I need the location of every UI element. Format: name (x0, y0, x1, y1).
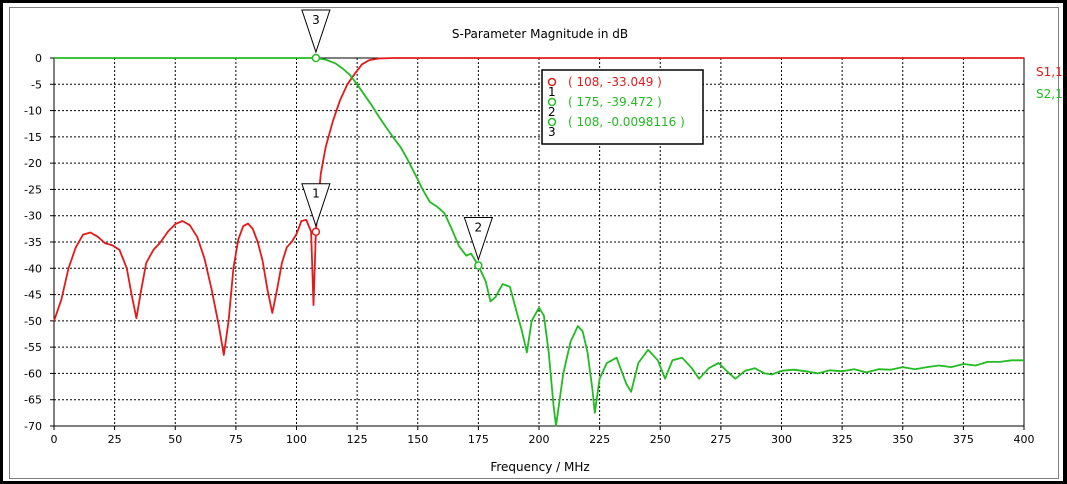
x-tick-label: 100 (286, 433, 307, 446)
x-tick-label: 200 (529, 433, 550, 446)
marker-point-2 (474, 261, 483, 270)
x-tick-label: 125 (347, 433, 368, 446)
y-tick-label: 0 (35, 52, 42, 65)
y-tick-label: -70 (24, 420, 42, 433)
readout-value-3: ( 108, -0.0098116 ) (568, 115, 685, 129)
x-tick-label: 250 (650, 433, 671, 446)
y-tick-label: -5 (31, 78, 42, 91)
readout-marker-id-2: 2 (548, 105, 556, 119)
readout-marker-icon-3 (547, 117, 557, 127)
readout-marker-id-3: 3 (548, 125, 556, 139)
x-tick-label: 375 (953, 433, 974, 446)
legend-entry-s21: S2,1 (1036, 87, 1063, 101)
series-group (53, 57, 1024, 427)
chart-title: S-Parameter Magnitude in dB (452, 27, 628, 41)
x-tick-label: 50 (168, 433, 182, 446)
y-tick-label: -55 (24, 341, 42, 354)
x-tick-label: 325 (832, 433, 853, 446)
grid-lines (54, 58, 1024, 426)
y-tick-label: -40 (24, 262, 42, 275)
marker-flag-label-1: 1 (312, 187, 320, 201)
y-tick-label: -35 (24, 236, 42, 249)
y-tick-label: -65 (24, 394, 42, 407)
x-tick-label: 225 (589, 433, 610, 446)
x-tick-label: 175 (468, 433, 489, 446)
x-tick-label: 300 (771, 433, 792, 446)
y-axis-ticks: 0 -5 -10 -15 -20 -25 -30 -35 -40 -45 -50 -55 -60 -65 -… (24, 52, 54, 433)
x-axis-ticks: 0 25 50 75 100 125 150 175 200 225 250 275 300 325 350… (51, 426, 1035, 446)
series-line-s21 (54, 57, 1024, 427)
marker-point-3 (311, 53, 321, 63)
marker-readout-box[interactable]: 1 ( 108, -33.049 ) 2 ( 175, -39.472 ) 3 ( 108… (541, 69, 704, 145)
marker-flag-label-3: 3 (312, 13, 320, 27)
y-tick-label: -45 (24, 289, 42, 302)
chart-window-inner-border (9, 7, 1059, 479)
y-tick-label: -30 (24, 210, 42, 223)
x-tick-label: 150 (407, 433, 428, 446)
series-line-s11 (53, 57, 1024, 356)
y-tick-label: -60 (24, 367, 42, 380)
x-tick-label: 400 (1014, 433, 1035, 446)
marker-flag-2 (463, 217, 494, 262)
y-tick-label: -15 (24, 131, 42, 144)
y-tick-label: -25 (24, 183, 42, 196)
y-tick-label: -20 (24, 157, 42, 170)
readout-marker-id-1: 1 (548, 85, 556, 99)
x-tick-label: 0 (51, 433, 58, 446)
x-tick-label: 275 (710, 433, 731, 446)
x-tick-label: 75 (229, 433, 243, 446)
markers-group: 1 2 3 (301, 9, 494, 270)
readout-value-1: ( 108, -33.049 ) (568, 75, 662, 89)
marker-flag-label-2: 2 (475, 221, 483, 235)
y-tick-label: -50 (24, 315, 42, 328)
readout-marker-icon-2 (547, 97, 557, 107)
marker-flag-3 (301, 9, 331, 54)
marker-readout-frame (541, 69, 704, 145)
readout-value-2: ( 175, -39.472 ) (568, 95, 662, 109)
marker-flag-1 (301, 183, 331, 228)
marker-point-1 (311, 227, 321, 236)
readout-marker-icon-1 (547, 77, 557, 87)
y-tick-label: -10 (24, 105, 42, 118)
x-tick-label: 25 (108, 433, 122, 446)
legend-entry-s11: S1,1 (1036, 65, 1063, 79)
x-axis-label: Frequency / MHz (490, 460, 589, 474)
legend: S1,1 S2,1 (1036, 65, 1063, 101)
x-tick-label: 350 (892, 433, 913, 446)
